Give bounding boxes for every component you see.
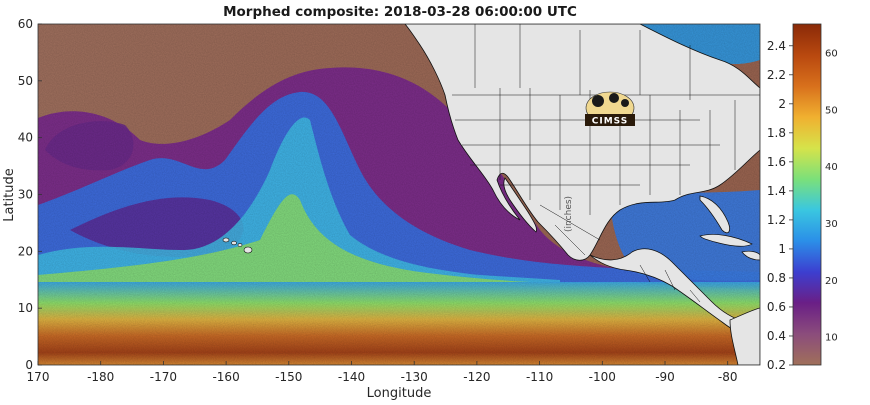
- colorbar-tick-inches: 0.8: [767, 271, 786, 285]
- colorbar-tick-inches: 1.2: [767, 213, 786, 227]
- x-tick-label: -160: [212, 370, 239, 384]
- colorbar-tick-inches: 0.2: [767, 358, 786, 372]
- colorbar-right-ticks: 10 20 30 40 50 60: [825, 48, 838, 343]
- map-panel: CIMSS (inches): [38, 24, 760, 365]
- colorbar-tick-inches: 0.4: [767, 329, 786, 343]
- x-tick-label: -120: [463, 370, 490, 384]
- colorbar-tick-mm: 50: [825, 105, 838, 116]
- y-tick-label: 0: [25, 358, 33, 372]
- x-tick-label: -90: [655, 370, 675, 384]
- x-tick-label: 170: [27, 370, 50, 384]
- colorbar-tick-mm: 40: [825, 162, 838, 173]
- x-tick-label: -180: [87, 370, 114, 384]
- colorbar-tick-mm: 30: [825, 219, 838, 230]
- central-america-land: [589, 248, 760, 341]
- hispaniola-land: [741, 250, 760, 261]
- x-tick-label: -100: [589, 370, 616, 384]
- x-tick-label: -170: [150, 370, 177, 384]
- colorbar-tick-inches: 0.6: [767, 300, 786, 314]
- figure-title: Morphed composite: 2018-03-28 06:00:00 U…: [223, 4, 577, 20]
- colorbar-tick-inches: 2.2: [767, 68, 786, 82]
- x-tick-label: -150: [275, 370, 302, 384]
- colorbar-tick-inches: 2.4: [767, 39, 786, 53]
- colorbar-tick-inches: 1: [778, 242, 786, 256]
- colorbar-tick-inches: 1.8: [767, 126, 786, 140]
- hawaii-islands: [222, 237, 253, 254]
- x-tick-label: -140: [338, 370, 365, 384]
- colorbar-tick-inches: 1.6: [767, 155, 786, 169]
- colorbar-tick-inches: 2: [778, 97, 786, 111]
- cimss-logo: CIMSS: [585, 91, 635, 127]
- y-tick-label: 60: [18, 17, 33, 31]
- y-tick-label: 20: [18, 244, 33, 258]
- x-tick-label: -130: [401, 370, 428, 384]
- y-tick-label: 40: [18, 131, 33, 145]
- colorbar-tick-mm: 10: [825, 333, 838, 344]
- y-tick-label: 10: [18, 301, 33, 315]
- colorbar-tick-mm: 60: [825, 48, 838, 59]
- baja-california-land: [503, 177, 537, 233]
- colorbar-tick-mm: 20: [825, 276, 838, 287]
- colorbar-left-ticks: 0.2 0.4 0.6 0.8 1 1.2 1.4 1.6 1.8 2 2.2 2.4: [767, 39, 793, 372]
- x-tick-label: -110: [526, 370, 553, 384]
- colorbar-tick-inches: 1.4: [767, 184, 786, 198]
- y-tick-label: 50: [18, 74, 33, 88]
- colorbar: [792, 23, 822, 366]
- cuba-land: [699, 234, 753, 247]
- y-axis-label: Latitude: [2, 168, 17, 222]
- x-axis-label: Longitude: [367, 386, 432, 401]
- south-america-land: [729, 307, 760, 365]
- y-tick-label: 30: [18, 188, 33, 202]
- x-axis-ticks: 170 -180 -170 -160 -150 -140 -130 -120 -110 -100 -…: [27, 361, 738, 384]
- y-axis-ticks: 0 10 20 30 40 50 60: [18, 17, 42, 372]
- logo-text: CIMSS: [592, 117, 628, 127]
- florida-land: [699, 195, 730, 234]
- north-america-land: [404, 24, 760, 261]
- x-tick-label: -80: [718, 370, 738, 384]
- unit-label: (inches): [564, 196, 574, 232]
